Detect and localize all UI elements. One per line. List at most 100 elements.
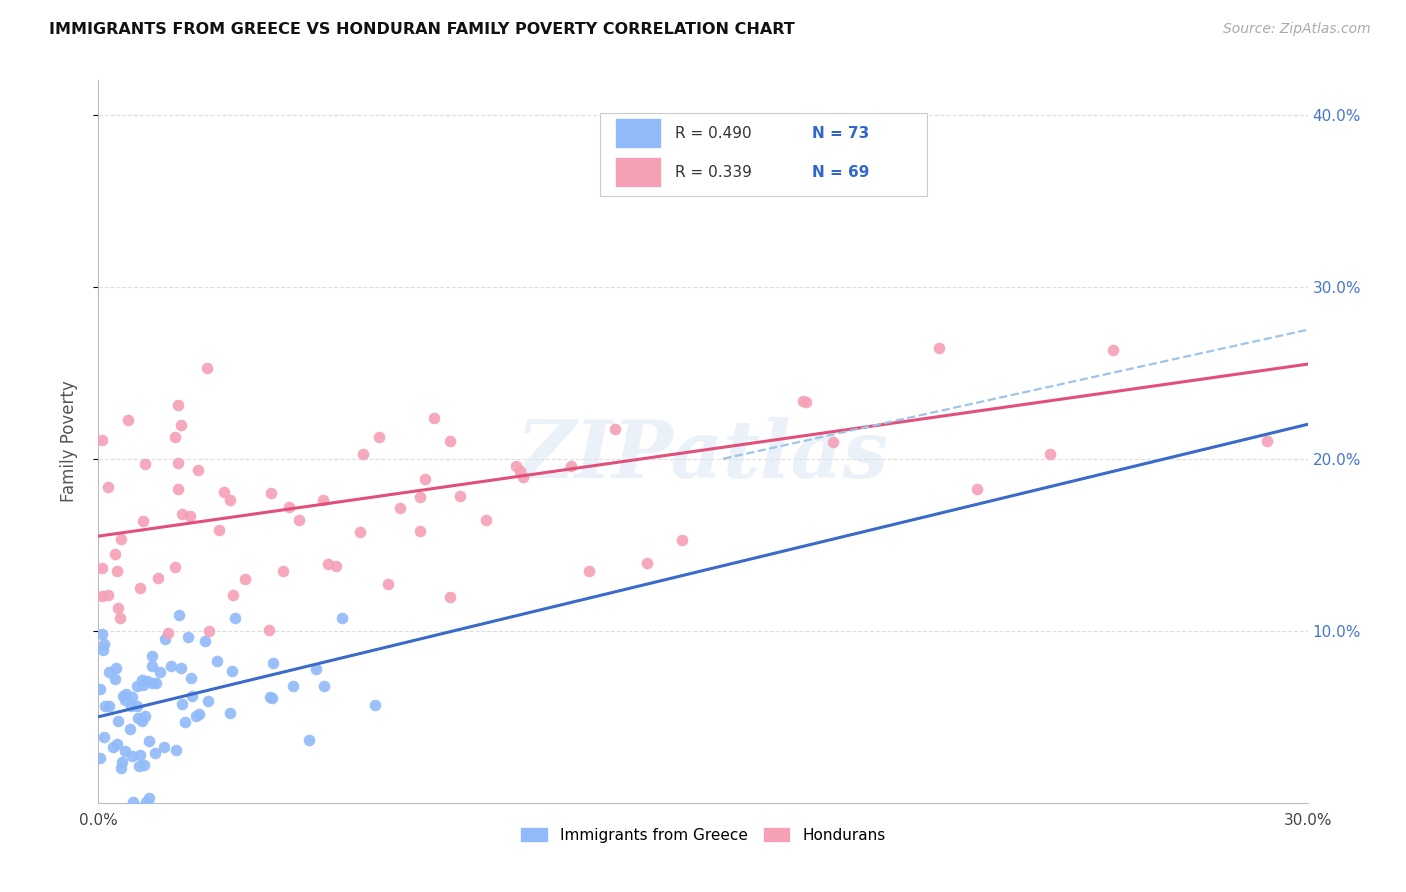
Point [104,672,127,686]
Point [91,561,114,575]
Point [117,413,139,427]
Point [165,743,187,757]
Point [364,698,387,713]
Point [233,573,256,587]
Point [423,410,446,425]
Point [131,714,153,728]
Point [143,746,166,760]
Point [107,714,129,729]
Point [97,665,120,679]
Point [409,490,432,504]
Point [160,659,183,673]
Point [439,434,461,449]
Point [325,558,347,573]
Point [112,689,135,703]
Point [110,761,132,775]
Point [170,660,193,674]
Point [316,558,339,572]
Text: Source: ZipAtlas.com: Source: ZipAtlas.com [1223,22,1371,37]
Point [262,691,284,706]
Point [208,523,231,537]
Text: R = 0.490: R = 0.490 [675,126,752,141]
Point [449,490,471,504]
Point [180,689,202,703]
Point [260,486,283,500]
Point [509,463,531,477]
Point [104,547,127,561]
Point [560,459,582,474]
Point [141,659,163,673]
Point [89,751,111,765]
Point [148,571,170,585]
Point [152,739,174,754]
Point [603,422,626,436]
Point [134,758,156,772]
Text: N = 73: N = 73 [811,126,869,141]
Y-axis label: Family Poverty: Family Poverty [59,381,77,502]
Point [671,533,693,548]
Point [177,630,200,644]
Point [121,699,143,714]
Point [413,472,436,486]
Point [794,395,817,409]
Point [330,611,353,625]
Point [134,795,156,809]
Point [170,508,193,522]
Point [145,676,167,690]
Point [298,732,321,747]
Point [212,485,235,500]
Point [221,665,243,679]
Point [188,707,211,722]
Point [149,665,172,679]
Point [118,722,141,736]
Point [91,433,114,447]
Point [141,648,163,663]
Point [114,693,136,707]
Point [127,711,149,725]
Point [121,690,143,704]
Point [1256,434,1278,448]
Point [505,459,527,474]
Point [89,682,111,697]
Point [277,500,299,514]
Point [107,564,129,578]
Point [636,556,658,570]
Point [132,678,155,692]
Point [153,632,176,646]
Point [222,588,245,602]
Point [966,482,988,496]
Point [138,790,160,805]
Point [156,626,179,640]
Point [93,731,115,745]
Point [129,581,152,595]
Point [170,418,193,433]
Point [194,634,217,648]
Point [352,447,374,461]
Point [163,430,186,444]
Point [578,564,600,578]
Point [122,795,145,809]
Point [1039,446,1062,460]
Point [377,576,399,591]
Point [311,492,333,507]
Point [305,662,328,676]
Point [198,624,221,639]
Point [138,734,160,748]
Point [121,749,143,764]
Point [259,690,281,705]
Point [101,739,124,754]
Point [114,687,136,701]
Point [167,456,190,470]
Text: R = 0.339: R = 0.339 [675,164,752,179]
Point [512,469,534,483]
Point [195,361,218,376]
Point [928,341,950,355]
Point [349,525,371,540]
Point [93,636,115,650]
Point [224,610,246,624]
Point [792,393,814,408]
Point [173,715,195,730]
Point [197,694,219,708]
Point [219,706,242,721]
Point [107,737,129,751]
